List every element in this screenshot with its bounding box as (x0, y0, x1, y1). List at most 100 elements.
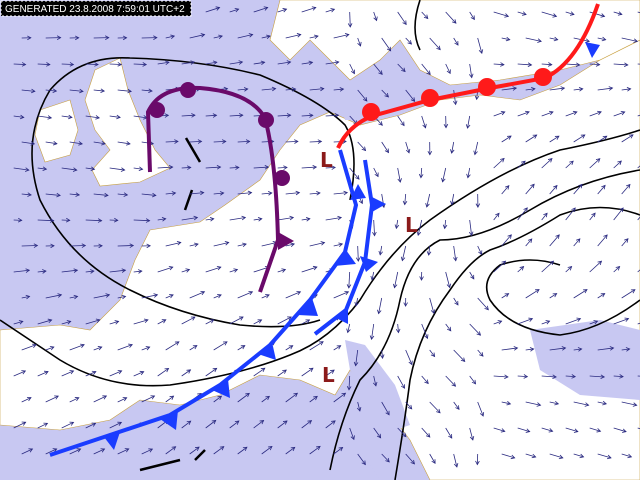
wind-arrow (21, 193, 32, 196)
wind-arrow-head (216, 265, 222, 271)
wind-arrow-head (338, 446, 344, 452)
wind-arrow-head (243, 87, 249, 92)
wind-arrow-head (80, 343, 85, 348)
wind-arrow-head (239, 316, 244, 321)
wind-arrow (637, 427, 640, 430)
wind-arrow (37, 167, 47, 170)
wind-arrow-head (282, 420, 288, 425)
wind-arrow-head (436, 408, 441, 414)
wind-arrow-head (504, 374, 509, 380)
wind-arrow (93, 448, 105, 455)
wind-arrow (69, 296, 78, 299)
wind-arrow-head (245, 392, 250, 398)
wind-arrow (381, 141, 389, 153)
wind-arrow-head (341, 392, 347, 398)
wind-arrow (253, 166, 269, 169)
wind-arrow-head (76, 448, 82, 453)
wind-arrow-head (355, 257, 361, 262)
wind-arrow-head (263, 6, 269, 11)
wind-arrow-head (530, 183, 535, 189)
wind-arrow-head (286, 60, 292, 65)
wind-arrow-head (215, 6, 221, 11)
wind-arrow-head (126, 141, 131, 146)
wind-arrow-head (522, 11, 527, 16)
wind-arrow (37, 371, 49, 377)
wind-arrow (309, 88, 324, 91)
wind-arrow-head (52, 88, 58, 94)
wind-arrow (565, 160, 574, 169)
wind-arrow (181, 114, 195, 117)
wind-arrow-head (369, 335, 375, 341)
wind-arrow-head (146, 243, 151, 249)
header-box (0, 0, 192, 17)
wind-arrow-head (267, 191, 273, 196)
wind-arrow (525, 401, 541, 406)
wind-arrow-head (127, 88, 132, 94)
wind-arrow (309, 341, 324, 351)
wind-arrow-head (552, 293, 558, 298)
wind-arrow (621, 184, 631, 195)
wind-arrow-head (410, 97, 416, 102)
wind-arrow (237, 141, 250, 143)
wind-arrow-head (608, 86, 614, 91)
wind-arrow (613, 11, 622, 15)
wind-arrow-head (427, 150, 433, 156)
wind-arrow (405, 349, 413, 365)
wind-arrow-head (619, 374, 624, 379)
wind-arrow-head (448, 434, 453, 439)
wind-arrow-head (408, 360, 413, 366)
wind-arrow (597, 347, 614, 351)
wind-arrow (541, 427, 553, 432)
wind-arrow (565, 427, 578, 433)
wind-arrow-head (257, 216, 263, 222)
wind-arrow-head (627, 453, 633, 459)
front-symbol (149, 102, 165, 118)
wind-arrow-head (346, 284, 352, 289)
wind-arrow-head (575, 238, 581, 243)
wind-arrow-head (212, 367, 218, 373)
wind-arrow (373, 167, 379, 177)
wind-arrow (205, 368, 217, 377)
wind-arrow-head (495, 212, 500, 218)
wind-arrow (69, 141, 83, 145)
wind-arrow (445, 323, 452, 332)
front-symbol (350, 184, 366, 200)
wind-arrow (469, 11, 475, 20)
wind-arrow-head (102, 395, 108, 400)
baltic (340, 60, 420, 120)
wind-arrow (421, 375, 429, 384)
wind-arrow (141, 448, 153, 455)
wind-arrow-head (161, 217, 167, 222)
troughs (139, 137, 206, 472)
front-line (145, 85, 281, 293)
wind-arrow-head (56, 35, 62, 40)
wind-arrow-head (100, 448, 106, 453)
wind-arrow (45, 395, 59, 403)
wind-arrow (405, 401, 413, 410)
wind-arrow-head (460, 357, 466, 363)
wind-arrow (285, 34, 301, 39)
wind-arrow-head (474, 95, 480, 101)
wind-arrow-head (347, 23, 353, 28)
wind-arrow-head (554, 400, 560, 406)
wind-arrow-head (576, 317, 582, 322)
wind-arrow (189, 345, 198, 351)
wind-arrow-head (145, 346, 151, 351)
wind-arrow (21, 397, 32, 403)
wind-arrow-head (632, 402, 638, 407)
wind-arrow-head (282, 8, 288, 13)
wind-arrow (37, 270, 46, 273)
wind-arrow-head (370, 275, 375, 281)
wind-arrow (397, 11, 407, 25)
wind-arrow-head (27, 35, 32, 41)
wind-arrow (442, 167, 447, 182)
wind-arrow (237, 192, 252, 195)
wind-arrow-head (446, 283, 452, 289)
wind-arrow (549, 453, 563, 459)
wind-arrow-head (624, 238, 629, 243)
wind-arrow (69, 397, 79, 403)
wind-arrow-head (357, 41, 362, 47)
wind-arrow-head (455, 405, 460, 410)
wind-arrow-head (52, 448, 58, 453)
